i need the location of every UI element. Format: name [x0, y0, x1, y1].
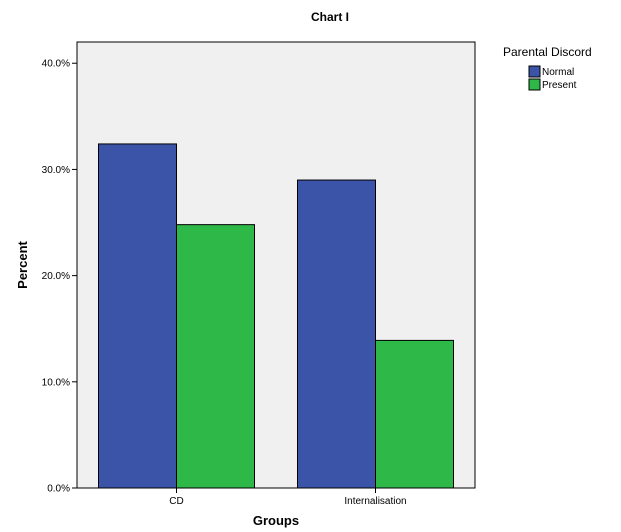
legend-label-normal: Normal	[542, 67, 574, 78]
x-tick-label: CD	[169, 496, 183, 507]
x-tick-label: Internalisation	[344, 496, 406, 507]
y-tick-label: 40.0%	[42, 59, 70, 70]
y-tick-label: 0.0%	[47, 484, 70, 495]
legend-swatch-present	[528, 78, 541, 91]
legend: Parental Discord Normal Present	[503, 45, 592, 91]
bar-present-cd	[176, 224, 255, 489]
y-tick-label: 10.0%	[42, 377, 70, 388]
bar-present-internalisation	[375, 339, 454, 489]
bars	[98, 143, 454, 489]
bar-normal-cd	[98, 143, 177, 489]
legend-label-present: Present	[542, 80, 577, 91]
chart-title: Chart I	[311, 10, 349, 24]
legend-swatch-normal	[528, 65, 541, 78]
legend-title: Parental Discord	[503, 45, 592, 59]
x-axis: CD Internalisation	[169, 488, 407, 507]
y-tick-label: 20.0%	[42, 271, 70, 282]
y-tick-label: 30.0%	[42, 165, 70, 176]
x-axis-title: Groups	[253, 513, 299, 528]
y-axis-title: Percent	[15, 240, 30, 288]
bar-normal-internalisation	[297, 179, 376, 489]
y-axis: 0.0% 10.0% 20.0% 30.0% 40.0%	[42, 59, 77, 495]
